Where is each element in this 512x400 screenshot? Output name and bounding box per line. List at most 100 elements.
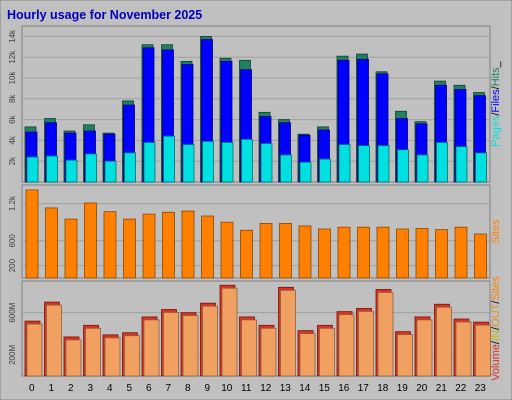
- x-tick-label: 7: [165, 383, 171, 394]
- bar-in-23: [475, 324, 491, 377]
- panel-sites-area: [21, 184, 491, 279]
- x-tick-label: 13: [280, 383, 292, 394]
- bar-in-8: [182, 315, 199, 377]
- x-tick-label: 8: [185, 383, 191, 394]
- legend-entry: OUT: [490, 303, 502, 327]
- legend-entry: /: [490, 112, 502, 116]
- y-tick-label: 6k: [8, 114, 17, 123]
- bar-pages-2: [65, 159, 78, 183]
- bar-pages-11: [241, 138, 253, 183]
- x-tick-label: 23: [475, 383, 487, 394]
- x-tick-label: 17: [358, 383, 370, 394]
- bar-pages-9: [202, 141, 214, 183]
- bar-sites-21: [435, 229, 448, 279]
- bar-in-5: [124, 335, 140, 377]
- bar-pages-17: [358, 145, 370, 183]
- bar-pages-10: [221, 142, 234, 183]
- y-tick-label: 14k: [8, 29, 17, 43]
- legend-entry: Sites: [490, 219, 502, 244]
- bar-sites-7: [162, 211, 175, 279]
- x-tick-label: 1: [48, 383, 54, 394]
- bar-sites-14: [298, 225, 312, 279]
- legend-sites: Sites: [490, 219, 502, 244]
- bar-sites-10: [220, 221, 234, 279]
- bar-pages-18: [377, 145, 390, 183]
- y-tick-label: 10k: [8, 71, 17, 85]
- bar-sites-5: [123, 218, 136, 279]
- bar-sites-23: [474, 233, 487, 279]
- bar-pages-23: [475, 152, 487, 183]
- x-tick-label: 19: [397, 383, 409, 394]
- legend-entry: Volume: [490, 344, 502, 381]
- bar-pages-16: [338, 144, 351, 183]
- bar-in-2: [65, 339, 82, 377]
- x-tick-label: 18: [377, 383, 389, 394]
- bar-in-16: [338, 314, 355, 377]
- legend-entry: _: [490, 60, 502, 68]
- chart-panels: 2k4k6k8k10k12k14kPages/Files/Hits_200600…: [8, 25, 502, 394]
- bar-sites-3: [84, 202, 97, 279]
- legend-entry: Hits: [490, 67, 502, 86]
- bar-in-11: [241, 319, 257, 377]
- bar-sites-0: [25, 189, 39, 279]
- legend-volume: Volume/IN/OUT/Sites: [490, 276, 502, 381]
- bar-pages-0: [26, 156, 39, 183]
- bar-sites-13: [279, 223, 292, 279]
- x-tick-label: 4: [107, 383, 113, 394]
- bar-sites-16: [337, 226, 351, 279]
- chart-title: Hourly usage for November 2025: [7, 8, 202, 22]
- bar-in-18: [377, 292, 394, 377]
- y-tick-label: 600: [8, 234, 17, 248]
- bar-pages-15: [319, 158, 331, 183]
- x-tick-label: 16: [338, 383, 350, 394]
- bar-pages-22: [455, 146, 468, 183]
- x-tick-label: 0: [29, 383, 35, 394]
- y-tick-label: 600M: [8, 302, 17, 322]
- bar-pages-14: [299, 161, 312, 183]
- bar-sites-8: [181, 210, 195, 279]
- legend-hits-files-pages: Pages/Files/Hits_: [490, 60, 502, 147]
- bar-pages-6: [143, 142, 156, 183]
- bar-in-1: [46, 304, 62, 377]
- y-tick-label: 12k: [8, 50, 17, 64]
- bar-in-0: [26, 323, 43, 377]
- x-tick-label: 22: [455, 383, 467, 394]
- bar-pages-7: [163, 135, 175, 183]
- bar-pages-8: [182, 144, 195, 183]
- bar-in-9: [202, 305, 218, 377]
- bar-in-17: [358, 311, 374, 377]
- bar-sites-12: [259, 223, 273, 279]
- bar-sites-6: [142, 213, 156, 279]
- bar-sites-22: [454, 226, 468, 279]
- bar-in-3: [85, 327, 101, 377]
- x-tick-label: 20: [416, 383, 428, 394]
- legend-entry: Pages: [490, 115, 502, 147]
- bar-in-20: [416, 319, 433, 377]
- bar-in-12: [260, 327, 277, 377]
- x-tick-label: 12: [260, 383, 272, 394]
- legend-entry: /: [490, 326, 502, 330]
- x-tick-label: 15: [319, 383, 331, 394]
- bar-sites-19: [396, 228, 409, 279]
- bar-sites-1: [45, 207, 58, 279]
- y-tick-label: 8k: [8, 94, 17, 103]
- y-tick-label: 1.2k: [8, 195, 17, 211]
- x-tick-label: 10: [221, 383, 233, 394]
- bar-pages-5: [124, 152, 136, 183]
- x-tick-label: 2: [68, 383, 74, 394]
- bar-in-13: [280, 289, 296, 377]
- x-tick-label: 9: [204, 383, 210, 394]
- legend-entry: Files: [490, 89, 502, 113]
- bar-sites-2: [64, 218, 78, 279]
- x-tick-label: 21: [436, 383, 448, 394]
- bar-pages-3: [85, 153, 97, 183]
- legend-entry: /: [490, 85, 502, 89]
- bar-in-4: [104, 337, 121, 377]
- bar-pages-13: [280, 154, 292, 183]
- x-tick-label: 6: [146, 383, 152, 394]
- bar-in-10: [221, 287, 238, 377]
- legend-entry: /: [490, 300, 502, 304]
- bar-in-14: [299, 333, 316, 377]
- x-tick-label: 14: [299, 383, 311, 394]
